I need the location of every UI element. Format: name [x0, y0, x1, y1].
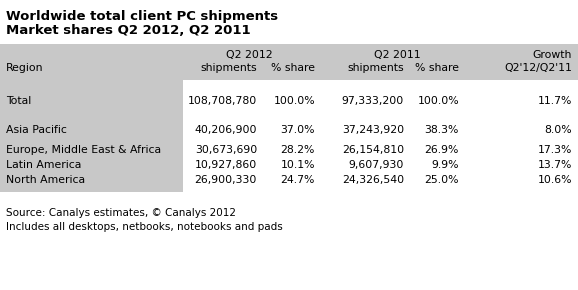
- Text: 97,333,200: 97,333,200: [342, 96, 404, 106]
- Text: Latin America: Latin America: [6, 160, 81, 170]
- Text: 10.1%: 10.1%: [280, 160, 315, 170]
- Text: 40,206,900: 40,206,900: [195, 125, 257, 135]
- Text: Q2 2011: Q2 2011: [374, 50, 420, 60]
- Text: Worldwide total client PC shipments: Worldwide total client PC shipments: [6, 10, 278, 23]
- Text: shipments: shipments: [347, 63, 404, 73]
- Text: 8.0%: 8.0%: [544, 125, 572, 135]
- Text: 100.0%: 100.0%: [273, 96, 315, 106]
- Text: 26,900,330: 26,900,330: [195, 175, 257, 185]
- Text: 37.0%: 37.0%: [280, 125, 315, 135]
- Bar: [0, 80, 183, 115]
- Bar: [0, 115, 183, 192]
- Text: 26,154,810: 26,154,810: [342, 145, 404, 155]
- Text: 30,673,690: 30,673,690: [195, 145, 257, 155]
- Text: 37,243,920: 37,243,920: [342, 125, 404, 135]
- Text: Source: Canalys estimates, © Canalys 2012: Source: Canalys estimates, © Canalys 201…: [6, 208, 236, 218]
- Bar: [0, 44, 578, 80]
- Text: 24.7%: 24.7%: [281, 175, 315, 185]
- Text: shipments: shipments: [201, 63, 257, 73]
- Text: 24,326,540: 24,326,540: [342, 175, 404, 185]
- Text: % share: % share: [271, 63, 315, 73]
- Text: 11.7%: 11.7%: [538, 96, 572, 106]
- Text: Asia Pacific: Asia Pacific: [6, 125, 67, 135]
- Text: Region: Region: [6, 63, 43, 73]
- Text: % share: % share: [415, 63, 459, 73]
- Text: Q2'12/Q2'11: Q2'12/Q2'11: [504, 63, 572, 73]
- Text: North America: North America: [6, 175, 85, 185]
- Text: Includes all desktops, netbooks, notebooks and pads: Includes all desktops, netbooks, noteboo…: [6, 222, 283, 232]
- Text: Growth: Growth: [532, 50, 572, 60]
- Text: Q2 2012: Q2 2012: [225, 50, 272, 60]
- Text: 25.0%: 25.0%: [424, 175, 459, 185]
- Text: 13.7%: 13.7%: [538, 160, 572, 170]
- Text: 38.3%: 38.3%: [425, 125, 459, 135]
- Text: Market shares Q2 2012, Q2 2011: Market shares Q2 2012, Q2 2011: [6, 24, 251, 37]
- Text: 100.0%: 100.0%: [417, 96, 459, 106]
- Text: 9,607,930: 9,607,930: [349, 160, 404, 170]
- Text: 9.9%: 9.9%: [432, 160, 459, 170]
- Text: 108,708,780: 108,708,780: [188, 96, 257, 106]
- Text: 28.2%: 28.2%: [281, 145, 315, 155]
- Text: 17.3%: 17.3%: [538, 145, 572, 155]
- Text: 10.6%: 10.6%: [538, 175, 572, 185]
- Text: Europe, Middle East & Africa: Europe, Middle East & Africa: [6, 145, 161, 155]
- Text: Total: Total: [6, 96, 31, 106]
- Text: 10,927,860: 10,927,860: [195, 160, 257, 170]
- Text: 26.9%: 26.9%: [425, 145, 459, 155]
